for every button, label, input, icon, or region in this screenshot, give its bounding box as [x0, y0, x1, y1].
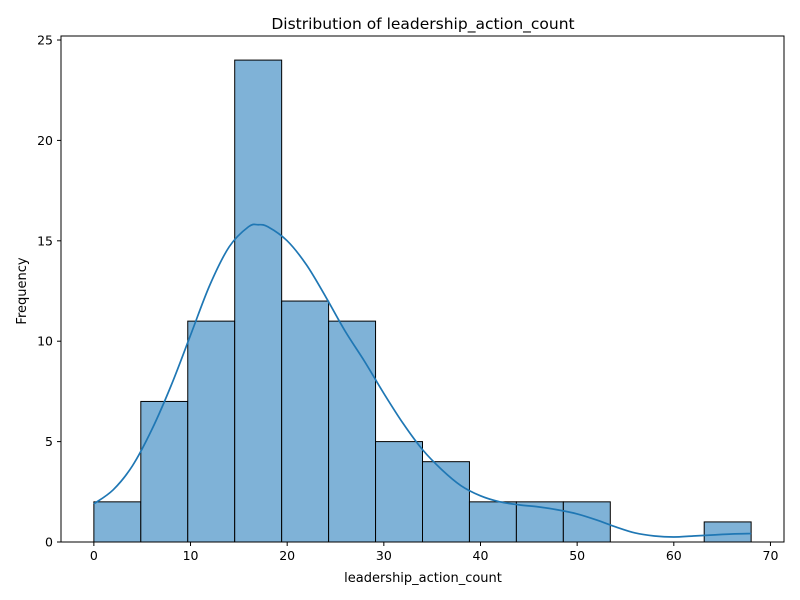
y-tick-label: 0 [45, 535, 53, 550]
x-tick-label: 60 [666, 548, 682, 563]
histogram-bar [703, 521, 752, 543]
histogram-bar [234, 59, 283, 543]
histogram-bar [375, 441, 423, 543]
x-axis-ticks: 0 10 20 30 40 50 60 70 [90, 542, 779, 563]
x-tick-label: 50 [569, 548, 585, 563]
chart-title: Distribution of leadership_action_count [271, 15, 574, 34]
y-tick-label: 25 [37, 33, 53, 48]
x-tick-label: 20 [279, 548, 295, 563]
y-tick-label: 15 [37, 233, 53, 248]
x-axis-label: leadership_action_count [344, 571, 502, 586]
kde-curve [93, 223, 752, 538]
histogram-bar [515, 501, 564, 543]
histogram-bar [468, 501, 517, 543]
histogram-bar [187, 320, 236, 543]
y-tick-label: 10 [37, 334, 53, 349]
histogram-bar [422, 461, 470, 543]
y-axis-label: Frequency [15, 257, 30, 324]
y-tick-label: 20 [37, 133, 53, 148]
bars-layer [93, 59, 752, 543]
histogram-bar [281, 300, 330, 543]
histogram-bar [93, 501, 142, 543]
y-tick-label: 5 [45, 434, 53, 449]
axes [60, 35, 785, 543]
x-tick-label: 0 [90, 548, 98, 563]
y-axis-ticks: 0 5 10 15 20 25 [37, 33, 61, 550]
histogram-bar [328, 320, 377, 543]
x-tick-label: 70 [763, 548, 779, 563]
plot-frame [60, 35, 785, 543]
histogram-bar [140, 400, 189, 543]
x-tick-label: 40 [473, 548, 489, 563]
x-tick-label: 10 [183, 548, 199, 563]
x-tick-label: 30 [376, 548, 392, 563]
